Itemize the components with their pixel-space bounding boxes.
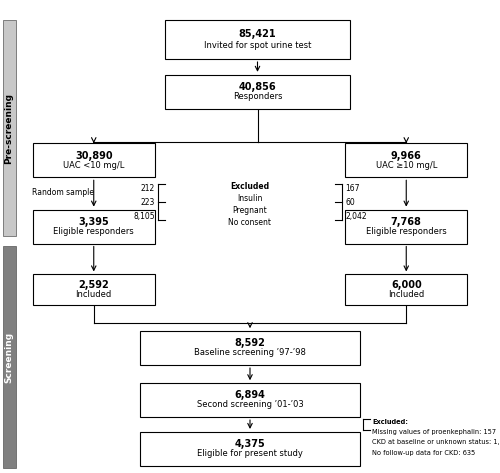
Text: Baseline screening ’97-’98: Baseline screening ’97-’98 (194, 349, 306, 358)
Text: Random sample: Random sample (32, 188, 94, 197)
Text: Eligible for present study: Eligible for present study (197, 449, 303, 458)
Text: Eligible responders: Eligible responders (366, 227, 446, 236)
FancyBboxPatch shape (140, 331, 360, 365)
Text: Insulin: Insulin (238, 194, 262, 203)
FancyBboxPatch shape (165, 20, 350, 59)
Text: CKD at baseline or unknown status: 1,727: CKD at baseline or unknown status: 1,727 (372, 439, 500, 446)
Text: Excluded:: Excluded: (372, 419, 408, 425)
Text: Pregnant: Pregnant (232, 206, 268, 215)
Text: 212: 212 (141, 184, 155, 193)
Text: 2,592: 2,592 (78, 280, 109, 290)
FancyBboxPatch shape (140, 383, 360, 417)
Text: 30,890: 30,890 (75, 150, 112, 160)
Text: 8,592: 8,592 (234, 338, 266, 348)
Text: No consent: No consent (228, 218, 272, 227)
Text: 167: 167 (345, 184, 360, 193)
FancyBboxPatch shape (345, 210, 468, 244)
Text: 223: 223 (140, 198, 155, 207)
FancyBboxPatch shape (345, 143, 468, 177)
Text: 3,395: 3,395 (78, 217, 109, 227)
Text: 7,768: 7,768 (391, 217, 422, 227)
Text: 6,000: 6,000 (391, 280, 422, 290)
FancyBboxPatch shape (2, 20, 16, 236)
Text: Missing values of proenkephalin: 157: Missing values of proenkephalin: 157 (372, 429, 496, 435)
FancyBboxPatch shape (32, 210, 155, 244)
Text: No follow-up data for CKD: 635: No follow-up data for CKD: 635 (372, 450, 476, 456)
Text: UAC ≥10 mg/L: UAC ≥10 mg/L (376, 161, 437, 170)
FancyBboxPatch shape (2, 246, 16, 468)
Text: 9,966: 9,966 (391, 150, 422, 160)
FancyBboxPatch shape (32, 274, 155, 305)
Text: Screening: Screening (4, 332, 14, 383)
FancyBboxPatch shape (140, 432, 360, 466)
Text: Invited for spot urine test: Invited for spot urine test (204, 41, 311, 50)
Text: 4,375: 4,375 (234, 439, 266, 449)
Text: 6,894: 6,894 (234, 390, 266, 400)
FancyBboxPatch shape (32, 143, 155, 177)
FancyBboxPatch shape (345, 274, 468, 305)
Text: 2,042: 2,042 (345, 212, 366, 221)
Text: Included: Included (388, 289, 424, 298)
Text: Excluded: Excluded (230, 182, 270, 191)
Text: 85,421: 85,421 (238, 29, 277, 39)
Text: 8,105: 8,105 (134, 212, 155, 221)
Text: 60: 60 (345, 198, 355, 207)
Text: 40,856: 40,856 (238, 82, 277, 92)
Text: Pre-screening: Pre-screening (4, 93, 14, 164)
Text: UAC <10 mg/L: UAC <10 mg/L (63, 161, 124, 170)
Text: Included: Included (76, 289, 112, 298)
Text: Eligible responders: Eligible responders (54, 227, 134, 236)
FancyBboxPatch shape (165, 75, 350, 109)
Text: Responders: Responders (233, 92, 282, 101)
Text: Second screening ’01-’03: Second screening ’01-’03 (196, 401, 304, 410)
